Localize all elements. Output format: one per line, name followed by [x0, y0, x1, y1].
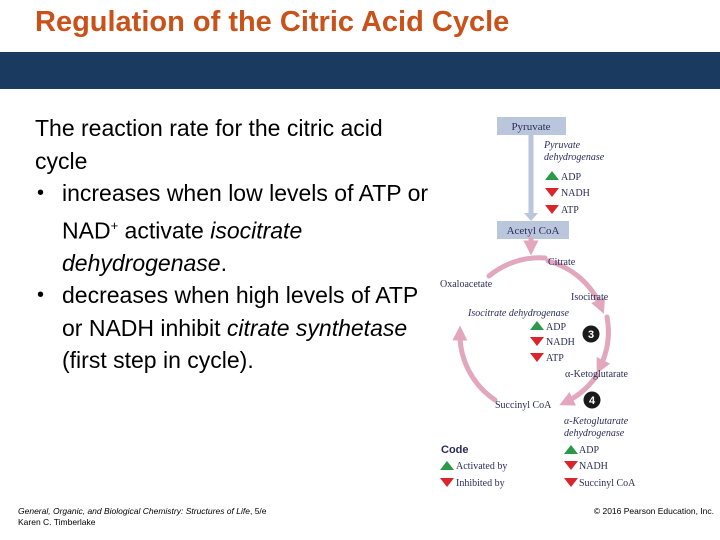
inhibitor-triangle-icon — [530, 337, 544, 346]
activator-triangle-icon — [545, 171, 559, 180]
bullet2-enzyme: citrate synthetase — [226, 314, 408, 341]
bullet2-prefix: decreases when high levels of ATP or NAD… — [62, 282, 418, 341]
citrate-label: Citrate — [548, 257, 576, 268]
pyruvate-label: Pyruvate — [511, 121, 550, 133]
icdh-regulators: ADP NADH ATP — [530, 321, 575, 364]
footer-book-line: General, Organic, and Biological Chemist… — [18, 506, 267, 517]
footer-copyright: © 2016 Pearson Education, Inc. — [593, 506, 714, 516]
inhibitor-triangle-icon — [545, 205, 559, 214]
bullet-list: increases when low levels of ATP or NAD+… — [35, 177, 435, 377]
isocitrate-dh-label: Isocitrate dehydrogenase — [467, 308, 570, 319]
akgdh-name-line2: dehydrogenase — [564, 428, 625, 439]
bullet2-suffix: (first step in cycle). — [62, 347, 254, 374]
pdh-reg-atp: ATP — [561, 205, 579, 216]
bullet-decreases: decreases when high levels of ATP or NAD… — [35, 279, 435, 377]
inhibitor-triangle-icon — [564, 461, 578, 470]
inhibitor-triangle-icon — [440, 478, 454, 487]
step-4-number: 4 — [589, 395, 596, 407]
cycle-arc-isocitrate-ketoglutarate — [596, 314, 611, 374]
step-3-badge — [582, 325, 600, 343]
acetyl-coa-box — [497, 221, 569, 239]
step-3-number: 3 — [588, 329, 594, 341]
bullet1-middle: activate — [118, 217, 211, 244]
footer-edition: , 5/e — [249, 506, 267, 516]
inhibitor-triangle-icon — [530, 353, 544, 362]
succinyl-coa-label: Succinyl CoA — [495, 400, 552, 411]
pyruvate-arrow-head — [524, 213, 538, 221]
cycle-arc-to-oxaloacetate — [452, 325, 498, 403]
oxaloacetate-label: Oxaloacetate — [440, 279, 493, 290]
pdh-reg-adp: ADP — [561, 172, 581, 183]
footer-book: General, Organic, and Biological Chemist… — [18, 506, 250, 516]
bullet1-prefix: increases when low levels of ATP or NAD — [62, 180, 429, 244]
icdh-reg-nadh: NADH — [546, 337, 575, 348]
cycle-arc-oxaloacetate-citrate — [486, 255, 548, 279]
title-band — [0, 52, 720, 89]
bullet1-enzyme: isocitrate dehydrogenase — [62, 217, 303, 276]
akgdh-reg-nadh: NADH — [579, 461, 608, 472]
step-4-badge — [583, 391, 601, 409]
pdh-regulators: ADP NADH ATP — [545, 171, 590, 216]
akgdh-reg-succinyl-coa: Succinyl CoA — [579, 478, 636, 489]
legend-activated: Activated by — [456, 461, 507, 472]
inhibitor-triangle-icon — [564, 478, 578, 487]
icdh-reg-adp: ADP — [546, 322, 566, 333]
legend-title: Code — [441, 444, 469, 456]
pdh-name-line2: dehydrogenase — [544, 152, 605, 163]
footer-author: Karen C. Timberlake — [18, 517, 96, 527]
cycle-arc-ketoglutarate-succinyl — [559, 372, 600, 406]
footer-citation: General, Organic, and Biological Chemist… — [18, 506, 267, 528]
activator-triangle-icon — [564, 445, 578, 454]
icdh-reg-atp: ATP — [546, 353, 564, 364]
isocitrate-label: Isocitrate — [571, 292, 609, 303]
legend: Code Activated by Inhibited by — [440, 444, 507, 489]
activator-triangle-icon — [440, 461, 454, 470]
intro-text: The reaction rate for the citric acid cy… — [35, 115, 383, 174]
bullet1-sup: + — [110, 217, 119, 233]
pdh-name-line1: Pyruvate — [543, 140, 581, 151]
pdh-reg-nadh: NADH — [561, 188, 590, 199]
slide-body: The reaction rate for the citric acid cy… — [35, 112, 435, 377]
cycle-arc-citrate-isocitrate — [545, 258, 606, 314]
ketoglutarate-label: α-Ketoglutarate — [565, 369, 629, 380]
inhibitor-triangle-icon — [545, 188, 559, 197]
bullet-increases: increases when low levels of ATP or NAD+… — [35, 177, 435, 279]
pyruvate-box — [497, 117, 566, 135]
acetyl-coa-label: Acetyl CoA — [507, 225, 560, 237]
legend-inhibited: Inhibited by — [456, 478, 505, 489]
activator-triangle-icon — [530, 321, 544, 330]
slide-title: Regulation of the Citric Acid Cycle — [35, 6, 510, 38]
bullet1-suffix: . — [220, 249, 227, 276]
akgdh-reg-adp: ADP — [579, 445, 599, 456]
akgdh-name-line1: α-Ketoglutarate — [564, 416, 629, 427]
akgdh-regulators: ADP NADH Succinyl CoA — [564, 445, 636, 489]
